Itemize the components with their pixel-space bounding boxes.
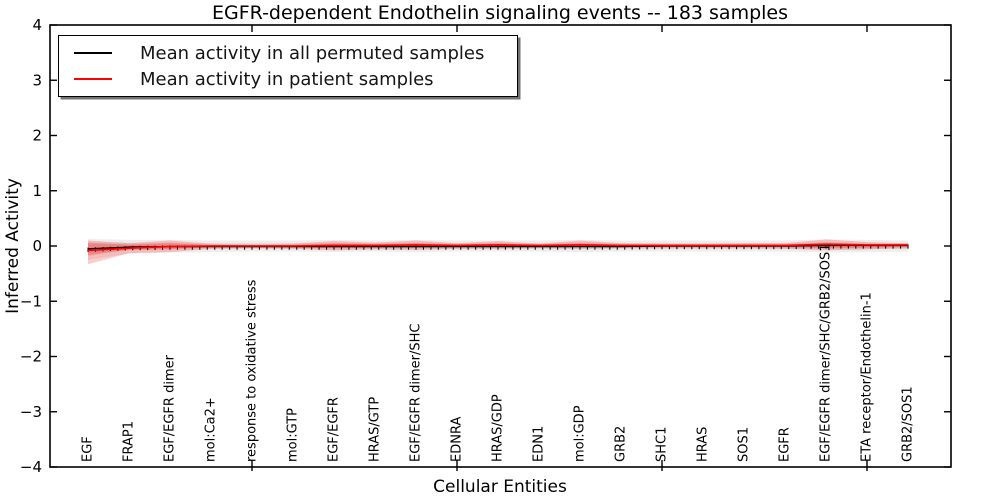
y-tick-label: −4 bbox=[20, 458, 42, 476]
patient-line-sample-icon bbox=[74, 78, 112, 80]
entity-tick-label: EGF/EGFR dimer bbox=[163, 354, 178, 462]
entity-tick-label: SHC1 bbox=[655, 427, 670, 462]
legend-label-permuted: Mean activity in all permuted samples bbox=[140, 42, 485, 64]
y-tick-label: −3 bbox=[20, 403, 42, 421]
x-axis-label: Cellular Entities bbox=[433, 477, 567, 497]
legend-label-patient: Mean activity in patient samples bbox=[140, 68, 434, 90]
y-tick-label: 2 bbox=[32, 127, 42, 145]
entity-tick-label: HRAS bbox=[696, 427, 711, 462]
entity-tick-label: ETA receptor/Endothelin-1 bbox=[860, 292, 875, 462]
entity-tick-label: mol:GDP bbox=[573, 405, 588, 462]
y-tick-label: 4 bbox=[32, 16, 42, 34]
y-tick-label: 0 bbox=[32, 237, 42, 255]
entity-tick-label: EDN1 bbox=[532, 426, 547, 462]
legend-item-permuted: Mean activity in all permuted samples bbox=[59, 40, 517, 66]
entity-tick-label: EGF/EGFR dimer/SHC/GRB2/SOS1 bbox=[819, 244, 834, 463]
permuted-line-sample-icon bbox=[74, 52, 112, 54]
entity-tick-label: GRB2/SOS1 bbox=[901, 386, 916, 462]
entity-tick-label: EDNRA bbox=[450, 417, 465, 462]
entity-tick-label: EGFR bbox=[778, 427, 793, 462]
y-tick-label: −1 bbox=[20, 292, 42, 310]
entity-tick-label: EGF/EGFR dimer/SHC bbox=[409, 324, 424, 462]
entity-tick-label: mol:Ca2+ bbox=[204, 397, 219, 462]
entity-tick-label: GRB2 bbox=[614, 426, 629, 462]
entity-tick-label: mol:GTP bbox=[286, 408, 301, 462]
entity-tick-label: response to oxidative stress bbox=[245, 279, 260, 462]
y-tick-label: 3 bbox=[32, 71, 42, 89]
y-axis-label: Inferred Activity bbox=[3, 178, 23, 314]
entity-tick-label: HRAS/GTP bbox=[368, 397, 383, 462]
entity-tick-label: FRAP1 bbox=[122, 421, 137, 462]
entity-tick-label: HRAS/GDP bbox=[491, 394, 506, 462]
entity-tick-label: EGF/EGFR bbox=[327, 397, 342, 462]
chart-title: EGFR-dependent Endothelin signaling even… bbox=[211, 2, 789, 24]
legend-item-patient: Mean activity in patient samples bbox=[59, 66, 517, 92]
y-tick-label: −2 bbox=[20, 348, 42, 366]
y-tick-label: 1 bbox=[32, 182, 42, 200]
patient-mean-line bbox=[87, 243, 908, 252]
entity-tick-label: SOS1 bbox=[737, 427, 752, 462]
legend-box: Mean activity in all permuted samples Me… bbox=[58, 35, 518, 97]
entity-tick-label: EGF bbox=[81, 436, 96, 462]
